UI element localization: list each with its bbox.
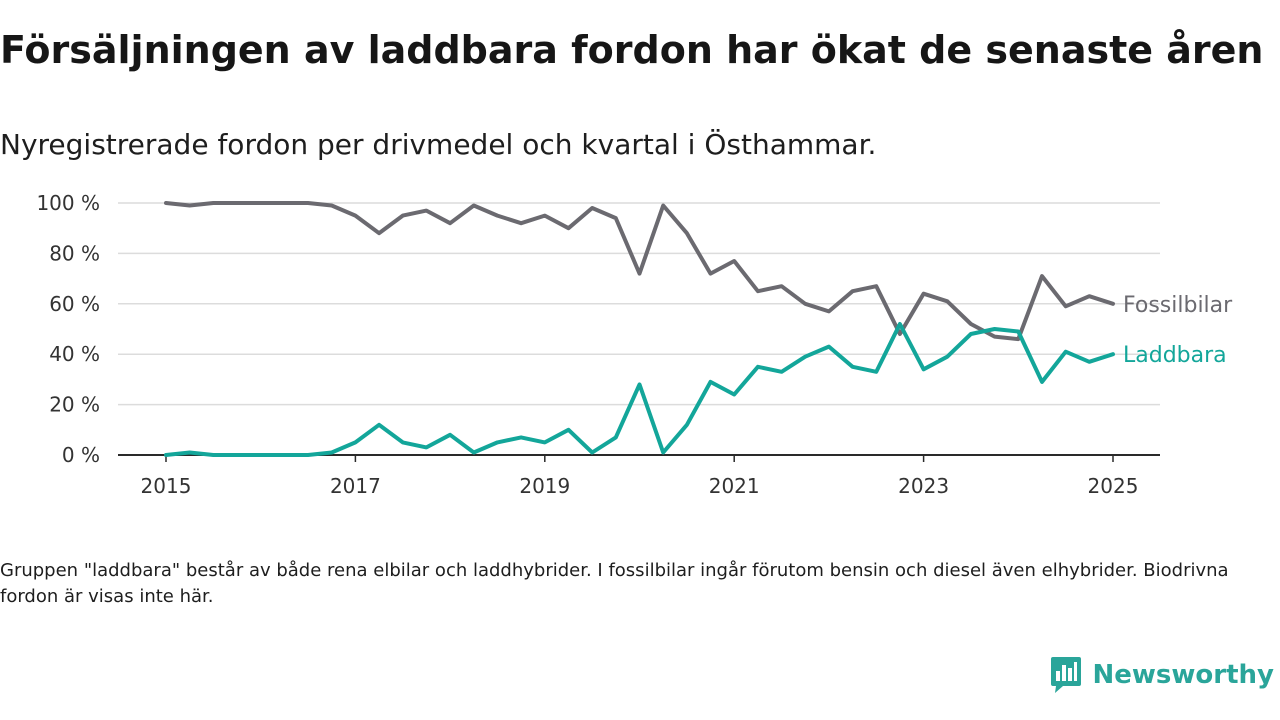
chart-title: Försäljningen av laddbara fordon har öka… [0,28,1264,72]
series-lines [164,201,1115,457]
x-tick-label: 2023 [898,474,949,498]
x-tick-label: 2015 [141,474,192,498]
y-tick-label: 60 % [49,292,100,316]
series-labels: Fossilbilar Laddbara [1123,293,1233,368]
x-tick-label: 2025 [1088,474,1139,498]
footnote: Gruppen "laddbara" består av både rena e… [0,560,1229,607]
newsworthy-logo-icon [1050,657,1081,693]
series-line-fossilbilar [164,201,1115,342]
y-tick-label: 80 % [49,241,100,265]
x-tick-label: 2019 [519,474,570,498]
series-label: Laddbara [1123,343,1227,368]
chart-subtitle: Nyregistrerade fordon per drivmedel och … [0,128,877,161]
y-tick-label: 0 % [62,443,100,467]
axes: 0 % 20 % 40 % 60 % 80 % 100 % 2015 2017 2019 2021… [36,191,1160,498]
brand[interactable]: Newsworthy [1049,656,1274,694]
series-line-laddbara [164,322,1115,457]
gridlines [118,202,1160,406]
y-tick-label: 20 % [49,393,100,417]
series-label: Fossilbilar [1123,293,1233,318]
x-tick-label: 2017 [330,474,381,498]
y-tick-label: 100 % [36,191,100,215]
y-tick-label: 40 % [49,342,100,366]
brand-name: Newsworthy [1092,660,1274,690]
x-tick-label: 2021 [709,474,760,498]
